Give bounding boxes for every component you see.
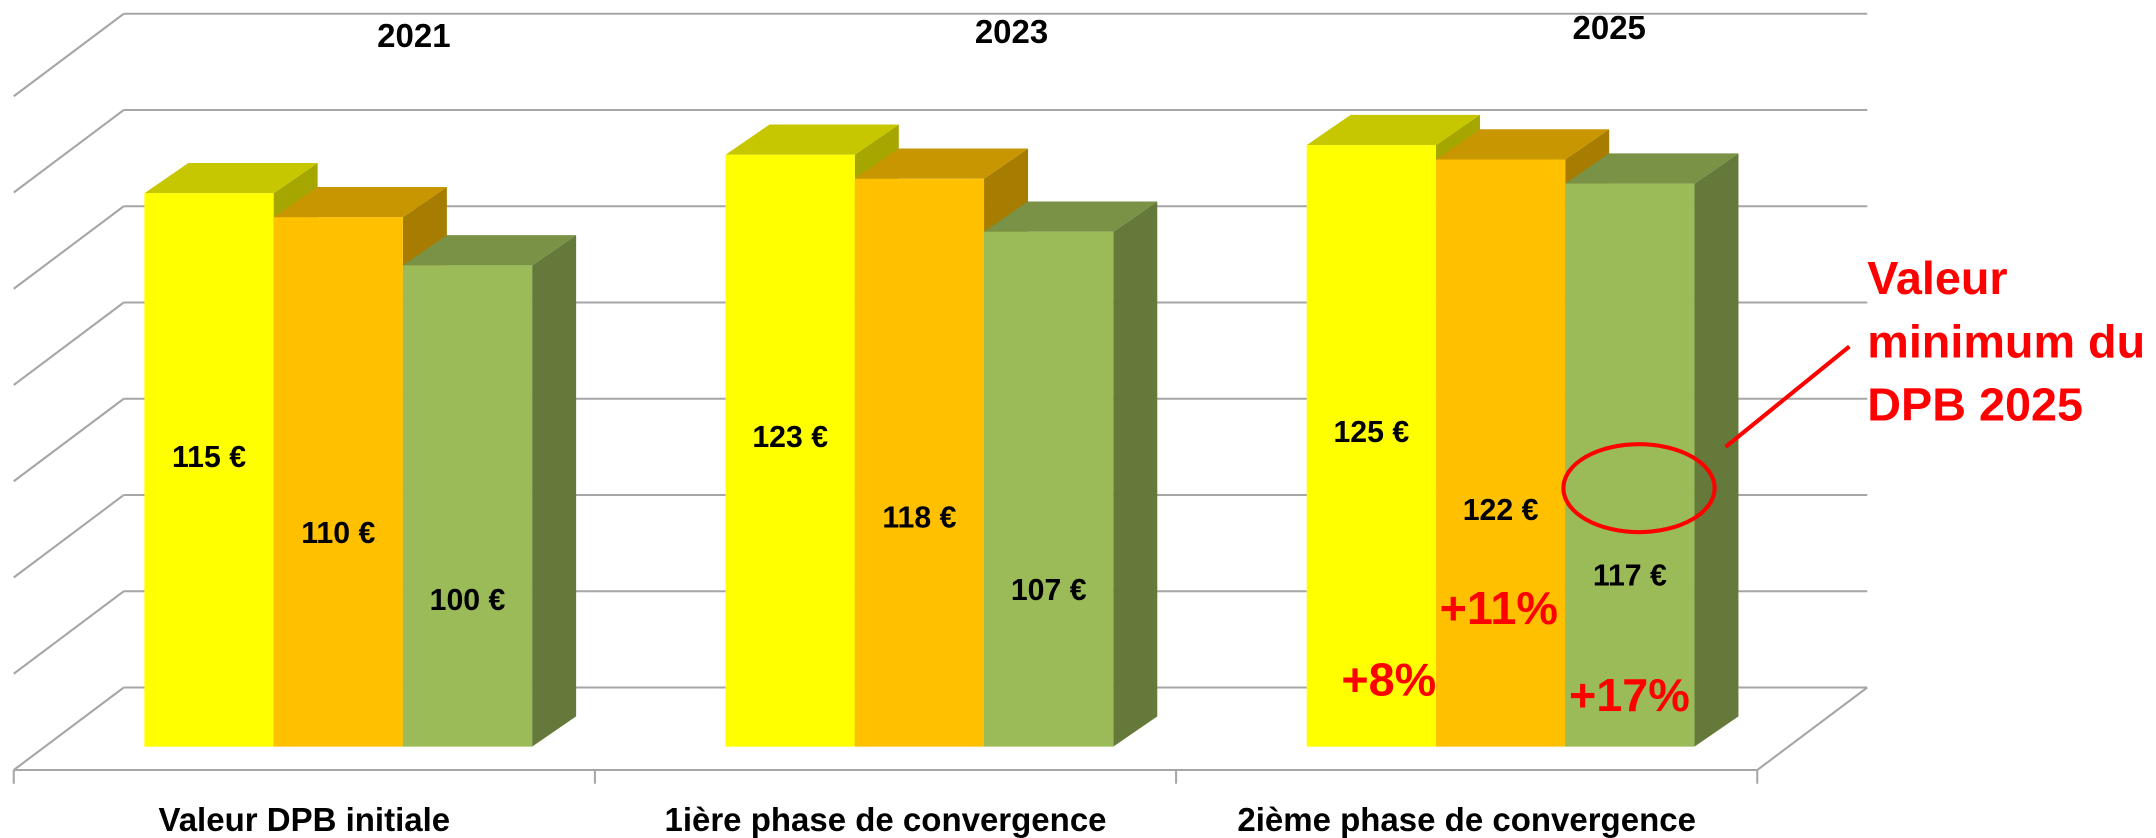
callout-text: Valeur <box>1867 252 2007 304</box>
top-label: 2023 <box>975 13 1048 50</box>
bar <box>402 265 533 747</box>
value-label: 100 € <box>430 584 506 617</box>
bar <box>273 217 403 747</box>
bar-top <box>854 148 1029 179</box>
callout-line <box>1724 344 1851 449</box>
bar-top <box>984 201 1158 232</box>
floor-edge <box>1756 686 1868 771</box>
grid-line-side <box>13 494 125 579</box>
bar-side <box>1694 153 1739 747</box>
grid-line-side <box>13 12 125 98</box>
value-label: 122 € <box>1463 494 1539 527</box>
bar <box>1306 145 1436 747</box>
value-label: 118 € <box>882 501 956 534</box>
bar <box>1565 183 1695 747</box>
bar <box>984 231 1114 747</box>
value-label: 117 € <box>1593 560 1667 593</box>
callout-text: minimum du <box>1867 315 2145 367</box>
growth-label: +8% <box>1341 654 1436 706</box>
value-label: 110 € <box>301 517 375 550</box>
value-label: 125 € <box>1333 416 1409 449</box>
x-tick-label: 2ième phase de convergence <box>1237 801 1696 838</box>
bar-top <box>1435 129 1610 160</box>
bar <box>854 178 985 747</box>
bar-side <box>532 235 577 747</box>
grid-line-side <box>13 397 125 483</box>
growth-label: +17% <box>1569 669 1690 721</box>
value-label: 107 € <box>1011 574 1087 607</box>
value-label: 115 € <box>172 441 246 474</box>
top-label: 2025 <box>1572 9 1645 46</box>
callout-ellipse <box>1561 442 1717 535</box>
x-tick-label: Valeur DPB initiale <box>159 801 451 838</box>
bar-top <box>1306 114 1480 146</box>
grid-line-side <box>13 686 125 771</box>
top-label: 2021 <box>377 17 450 54</box>
grid-line-side <box>13 109 125 194</box>
bar-top <box>273 187 447 218</box>
growth-label: +11% <box>1440 582 1558 634</box>
bar <box>1435 159 1566 747</box>
bar <box>144 193 274 747</box>
grid-line-side <box>13 301 125 386</box>
callout-text: DPB 2025 <box>1867 379 2083 431</box>
bar-top <box>725 124 899 155</box>
bar-top <box>1565 153 1739 184</box>
grid-line-side <box>13 590 125 675</box>
value-label: 123 € <box>752 421 828 454</box>
bar <box>725 154 855 747</box>
bar-top <box>402 235 577 266</box>
bar-side <box>1113 201 1158 747</box>
x-tick-label: 1ière phase de convergence <box>664 801 1106 838</box>
bar-top <box>144 162 318 194</box>
grid-line-side <box>13 205 125 290</box>
